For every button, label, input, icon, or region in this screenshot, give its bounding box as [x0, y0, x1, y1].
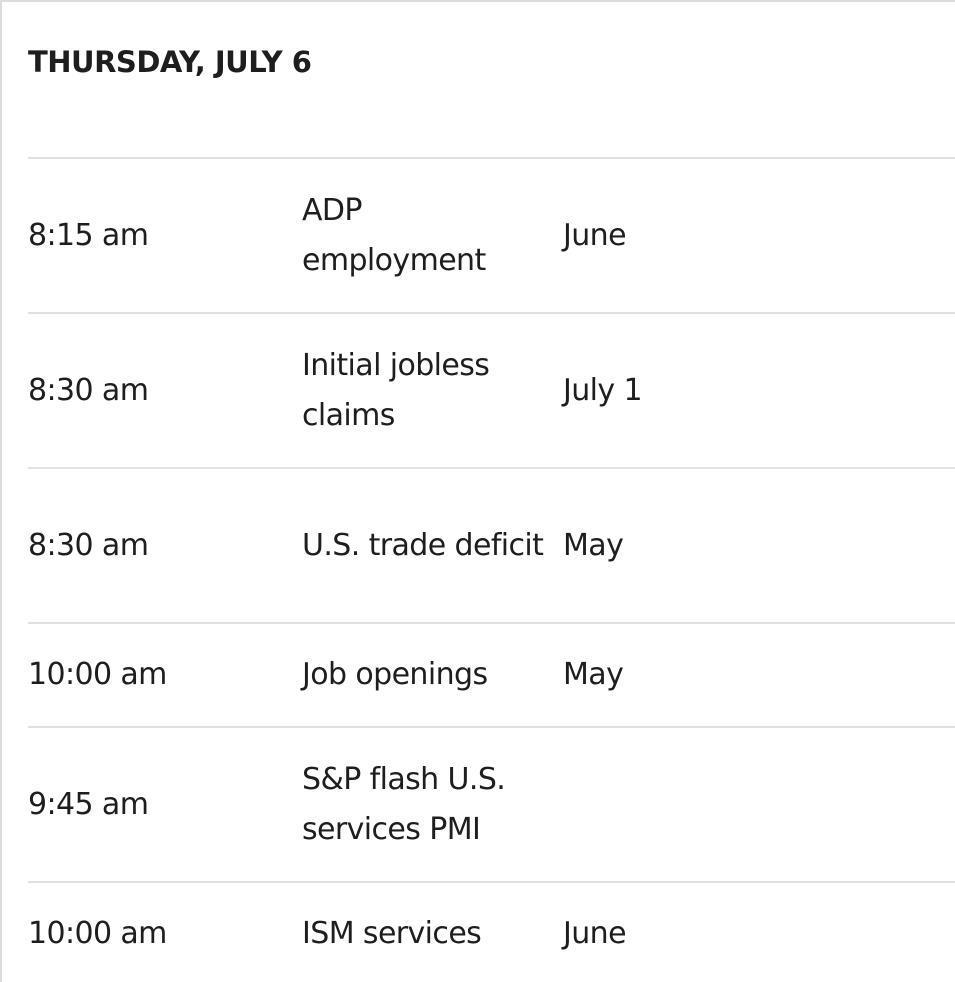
period-cell: June — [563, 916, 627, 951]
event-cell: U.S. trade deficit — [302, 527, 544, 563]
event-cell: Initial jobless claims — [302, 347, 490, 433]
period-cell: July 1 — [563, 372, 643, 408]
table-row: 10:00 am ISM services June — [28, 881, 955, 982]
time-cell: 9:45 am — [28, 786, 149, 822]
period-cell: May — [563, 657, 624, 692]
event-cell: Job openings — [302, 657, 488, 692]
event-cell: ADP employment — [302, 192, 486, 278]
time-cell: 8:30 am — [28, 372, 149, 408]
table-row: 8:15 am ADP employment June — [28, 157, 955, 312]
table-row: 10:00 am Job openings May — [28, 622, 955, 726]
table-row: 9:45 am S&P flash U.S. services PMI — [28, 726, 955, 881]
period-cell: June — [563, 217, 627, 253]
period-cell: May — [563, 527, 624, 563]
day-header: THURSDAY, JULY 6 — [28, 45, 312, 79]
schedule-table: 8:15 am ADP employment June 8:30 am Init… — [28, 157, 955, 982]
time-cell: 10:00 am — [28, 657, 167, 692]
time-cell: 8:15 am — [28, 217, 149, 253]
event-cell: ISM services — [302, 916, 482, 951]
table-row: 8:30 am U.S. trade deficit May — [28, 467, 955, 622]
event-cell: S&P flash U.S. services PMI — [302, 761, 506, 847]
time-cell: 10:00 am — [28, 916, 167, 951]
time-cell: 8:30 am — [28, 527, 149, 563]
table-row: 8:30 am Initial jobless claims July 1 — [28, 312, 955, 467]
period-cell — [563, 728, 763, 881]
